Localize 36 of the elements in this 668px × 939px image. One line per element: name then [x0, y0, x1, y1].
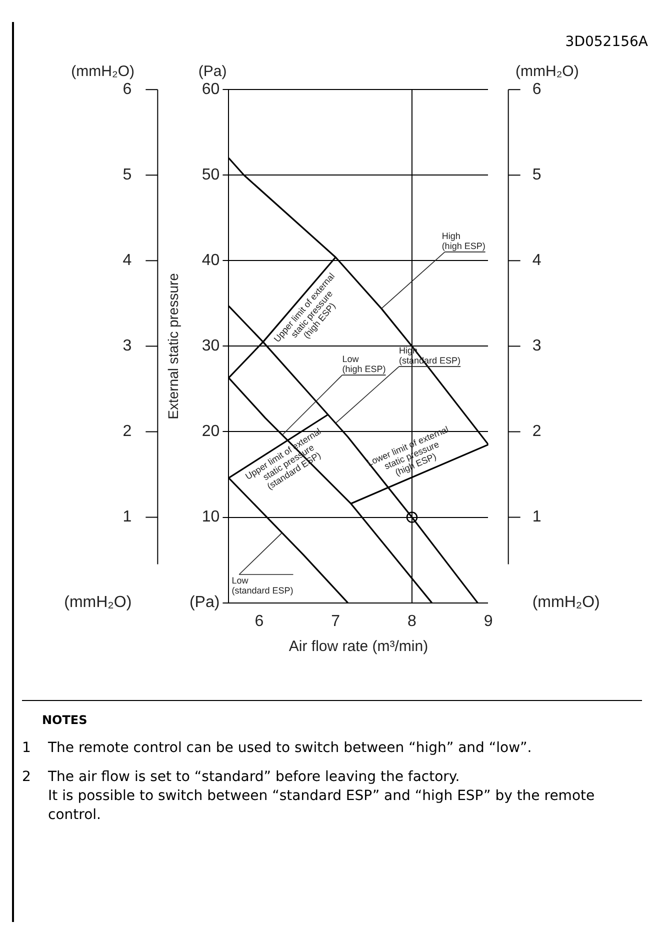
y3-tick-label: (mmH₂O)	[64, 594, 132, 612]
x-axis-title: Air flow rate (m³/min)	[288, 638, 428, 656]
y-tick-label: 30	[202, 338, 220, 355]
y2-tick-label: 1	[532, 508, 542, 526]
y-tick-label: (Pa)	[189, 594, 220, 612]
text: NOTES	[42, 713, 88, 727]
text: 2 The air flow is set to “standard” before leaving the factory. It is possible to switch between “standard ESP” and “high ESP” by the remote control.	[22, 768, 595, 823]
y-tick-label: 10	[202, 508, 220, 526]
y2-tick-label: 4	[532, 252, 542, 270]
y3-tick-label: 2	[122, 423, 132, 440]
y3-tick-label: 1	[122, 508, 132, 526]
y3-axis-title: (mmH₂O)	[71, 63, 134, 80]
y-tick-label: 60	[202, 81, 220, 98]
y3-tick-label: 5	[122, 166, 132, 184]
annotation: High (high ESP)	[442, 230, 486, 251]
x-tick-label: 7	[331, 612, 340, 630]
y2-tick-label: 3	[532, 338, 542, 355]
y-tick-label: 40	[202, 252, 220, 270]
y3-tick-label: 6	[122, 81, 132, 98]
y2-tick-label: 6	[532, 81, 542, 98]
x-tick-label: 9	[484, 612, 493, 630]
text: 3D052156A	[565, 34, 648, 50]
x-tick-label: 8	[408, 612, 417, 630]
x-tick-label: 6	[254, 612, 264, 630]
annotation: Low (standard ESP)	[232, 575, 294, 596]
y-tick-label: 20	[202, 423, 220, 440]
y-tick-label: 50	[202, 166, 220, 184]
y2-tick-label: 2	[532, 423, 542, 440]
y3-tick-label: 3	[122, 338, 132, 355]
y2-tick-label: (mmH₂O)	[532, 594, 600, 612]
y3-tick-label: 4	[122, 252, 132, 270]
annotation: Low (high ESP)	[342, 354, 386, 374]
y2-tick-label: 5	[532, 166, 542, 184]
text: 1 The remote control can be used to switch between “high” and “low”.	[22, 740, 532, 756]
y-axis-title: External static pressure	[164, 272, 181, 420]
y2-axis-title: (mmH₂O)	[516, 63, 579, 80]
